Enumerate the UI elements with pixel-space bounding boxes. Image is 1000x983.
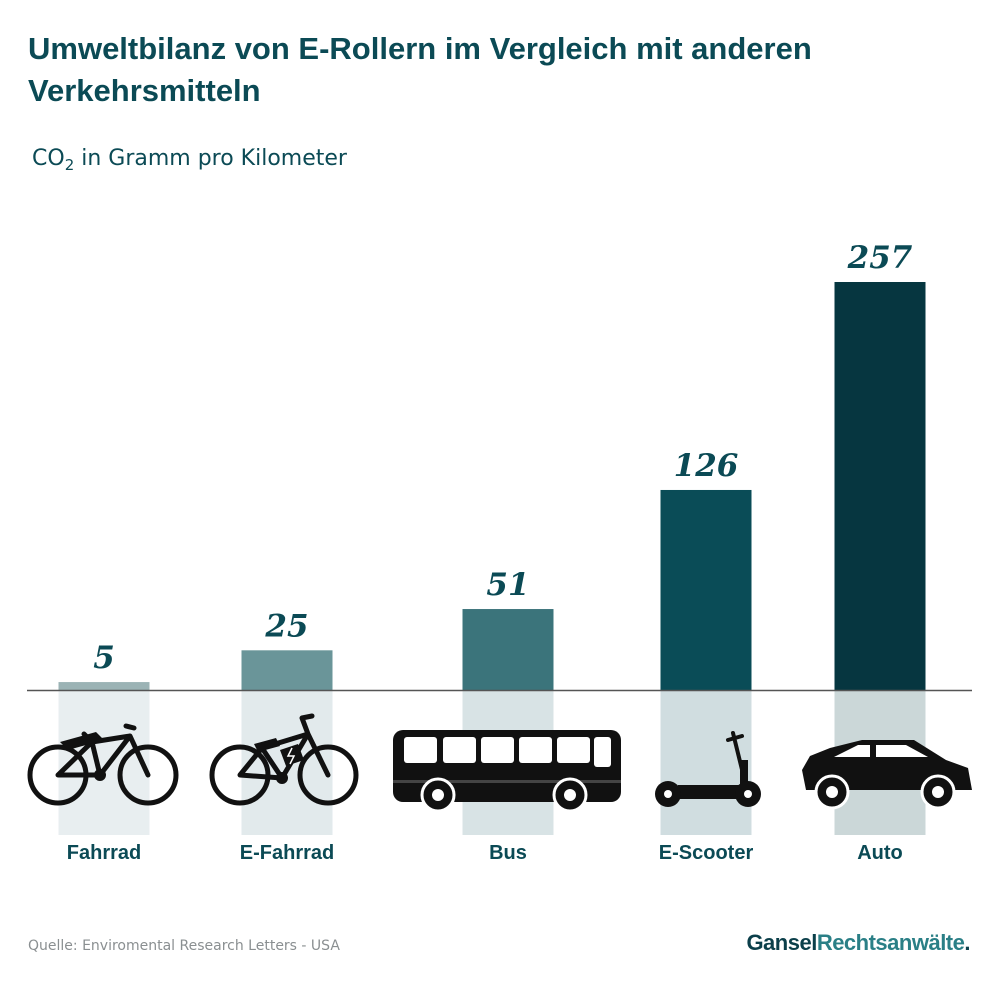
subtitle-unit: in Gramm pro Kilometer xyxy=(74,146,347,171)
brand-part1: Gansel xyxy=(746,930,817,955)
category-label-bus: Bus xyxy=(489,842,527,864)
bicycle-icon xyxy=(27,723,179,806)
e-scooter-icon xyxy=(655,731,761,807)
bar-fahrrad xyxy=(58,682,150,690)
bar-shade-e-scooter xyxy=(660,691,752,835)
value-label-e-scooter: 126 xyxy=(674,448,739,484)
chart-subtitle: CO2 in Gramm pro Kilometer xyxy=(32,146,347,174)
e-bike-icon xyxy=(209,713,359,806)
chart-title: Umweltbilanz von E-Rollern im Vergleich … xyxy=(28,31,812,108)
subtitle-subscript: 2 xyxy=(64,156,75,174)
car-icon xyxy=(802,740,972,810)
category-label-auto: Auto xyxy=(857,842,903,864)
value-label-fahrrad: 5 xyxy=(93,640,115,676)
bus-icon xyxy=(393,730,621,813)
bar-e-fahrrad xyxy=(241,650,333,690)
category-label-e-scooter: E-Scooter xyxy=(659,842,754,864)
bar-bus xyxy=(462,609,554,690)
bar-e-scooter xyxy=(660,489,752,690)
value-label-e-fahrrad: 25 xyxy=(264,608,308,644)
value-label-bus: 51 xyxy=(486,567,529,603)
category-label-e-fahrrad: E-Fahrrad xyxy=(240,842,334,864)
brand-dot: . xyxy=(964,930,970,955)
value-label-auto: 257 xyxy=(847,240,913,276)
brand-logo: GanselRechtsanwälte. xyxy=(746,930,970,956)
bar-auto xyxy=(834,282,926,690)
subtitle-co: CO xyxy=(32,146,65,171)
category-label-fahrrad: Fahrrad xyxy=(67,842,141,864)
brand-part2: Rechtsanwälte xyxy=(816,930,965,955)
source-note: Quelle: Enviromental Research Letters - … xyxy=(28,938,340,954)
